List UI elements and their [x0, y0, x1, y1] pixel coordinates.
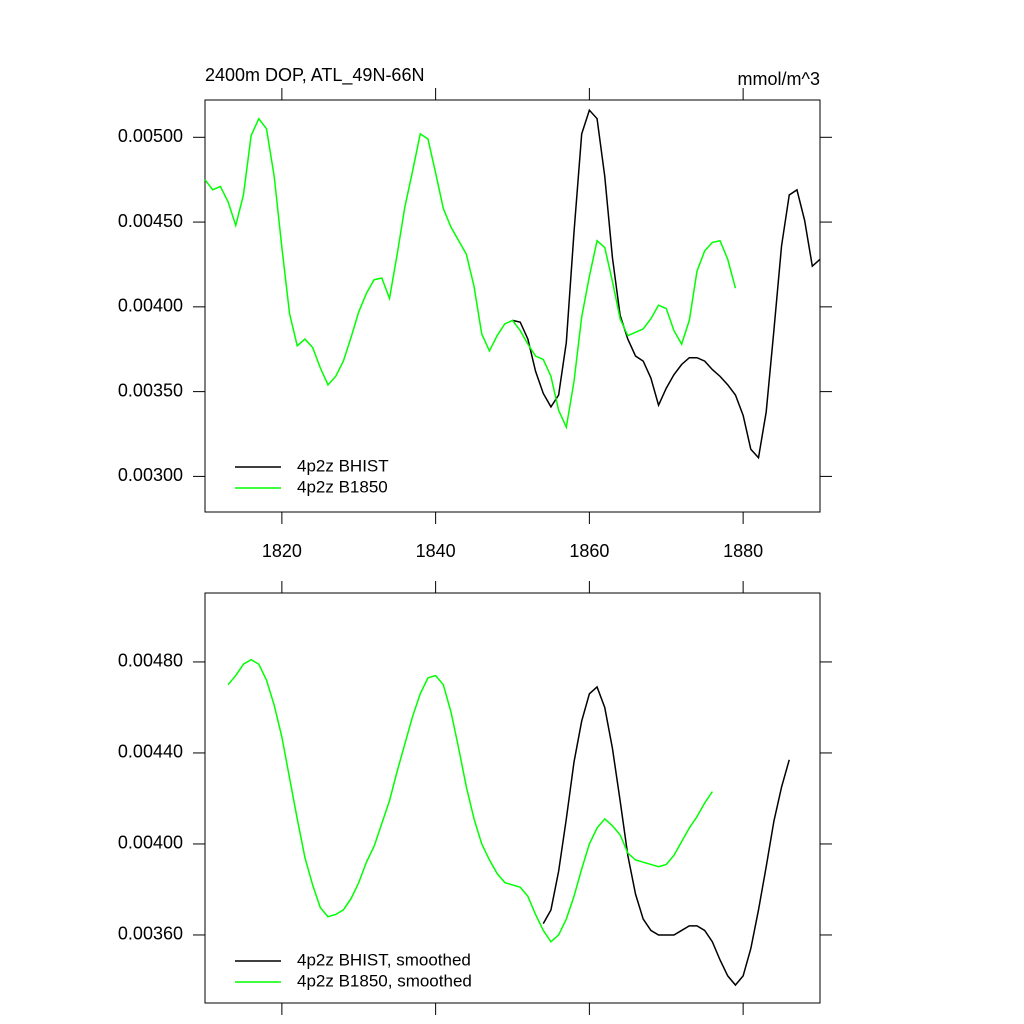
y-tick-label: 0.00360	[118, 924, 183, 944]
x-tick-label: 1820	[262, 541, 302, 561]
legend-label: 4p2z B1850, smoothed	[297, 971, 472, 990]
data-line	[227, 658, 714, 943]
units-label: mmol/m^3	[738, 69, 820, 89]
plot-frame	[204, 99, 821, 513]
x-tick-label: 1860	[569, 541, 609, 561]
chart-title: 2400m DOP, ATL_49N-66N	[205, 65, 424, 86]
y-tick-label: 0.00500	[118, 126, 183, 146]
legend-label: 4p2z BHIST, smoothed	[297, 950, 471, 969]
legend-label: 4p2z B1850	[297, 477, 388, 496]
y-tick-label: 0.00300	[118, 465, 183, 485]
legend-label: 4p2z BHIST	[297, 456, 389, 475]
y-tick-label: 0.00400	[118, 296, 183, 316]
data-line	[512, 108, 821, 460]
y-tick-label: 0.00350	[118, 380, 183, 400]
data-line	[542, 685, 790, 987]
x-tick-label: 1880	[723, 541, 763, 561]
x-tick-label: 1840	[416, 541, 456, 561]
plot-frame	[204, 592, 821, 1004]
y-tick-label: 0.00480	[118, 651, 183, 671]
y-tick-label: 0.00450	[118, 211, 183, 231]
y-tick-label: 0.00400	[118, 833, 183, 853]
y-tick-label: 0.00440	[118, 742, 183, 762]
data-line	[204, 117, 737, 430]
